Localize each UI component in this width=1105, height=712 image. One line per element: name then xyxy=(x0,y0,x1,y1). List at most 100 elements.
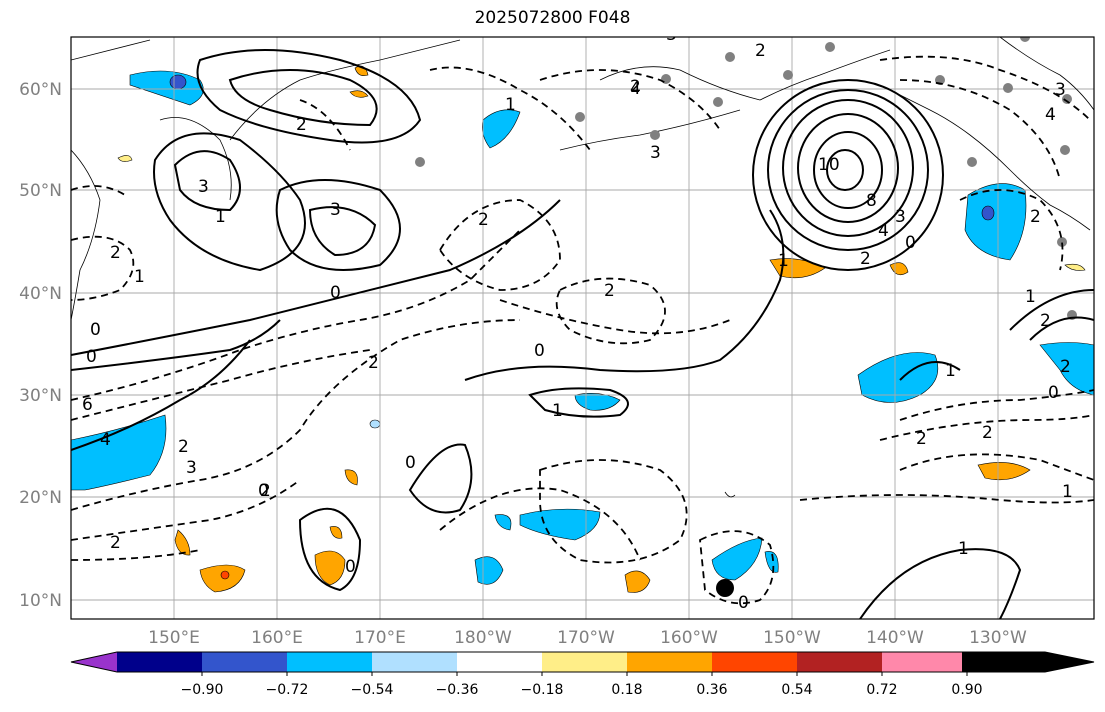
contour-label: 3 xyxy=(198,177,209,197)
contour-label: 3 xyxy=(186,458,197,478)
contour-label: 1 xyxy=(945,361,956,381)
lon-label: 170°W xyxy=(557,628,615,648)
contour-labels: 1 2 2 3 3 2 1 0 0 0 3 6 4 2 2 3 2 1 2 2 … xyxy=(82,25,1073,613)
contour-label: 0 xyxy=(90,320,101,340)
contour-label: 1 xyxy=(1025,287,1036,307)
colorbar-segment xyxy=(797,652,882,672)
contour-label: 4 xyxy=(100,430,111,450)
contour-label: 2 xyxy=(110,533,121,553)
colorbar-segment xyxy=(882,652,962,672)
contour-label: 0 xyxy=(258,481,269,501)
contour-label: 0 xyxy=(345,557,356,577)
lon-label: 170°E xyxy=(354,628,406,648)
lon-label: 160°E xyxy=(251,628,303,648)
lat-label: 60°N xyxy=(19,80,62,100)
colorbar-tick-label: 0.18 xyxy=(611,682,642,698)
colorbar-tick-label: 0.54 xyxy=(781,682,812,698)
contour-label: 2 xyxy=(982,423,993,443)
lat-label: 40°N xyxy=(19,284,62,304)
contour-label: 2 xyxy=(1040,311,1051,331)
contour-label: 3 xyxy=(330,200,341,220)
colorbar-segment xyxy=(712,652,797,672)
contour-label: 8 xyxy=(866,191,877,211)
contour-label: 2 xyxy=(296,115,307,135)
contour-label: 1 xyxy=(1062,482,1073,502)
colorbar-segment xyxy=(287,652,372,672)
contour-label: 2 xyxy=(630,77,641,97)
colorbar-segment xyxy=(542,652,627,672)
colorbar-tick-label: −0.72 xyxy=(266,682,309,698)
map-title: 2025072800 F048 xyxy=(474,8,631,28)
contour-label: 1 xyxy=(778,251,789,271)
contour-label: 3 xyxy=(895,207,906,227)
contour-label: 2 xyxy=(178,437,189,457)
contour-label: 0 xyxy=(330,283,341,303)
contour-label: 2 xyxy=(368,353,379,373)
dashed-contours xyxy=(71,55,1094,605)
contour-label: 1 xyxy=(552,401,563,421)
lat-label: 30°N xyxy=(19,386,62,406)
graticule xyxy=(71,37,1094,619)
lon-label: 140°W xyxy=(866,628,924,648)
colorbar-tick-label: −0.90 xyxy=(181,682,224,698)
latitude-labels: 60°N 50°N 40°N 30°N 20°N 10°N xyxy=(19,80,62,611)
colorbar-segment xyxy=(372,652,457,672)
contour-label: 1 xyxy=(215,207,226,227)
contour-label: 2 xyxy=(755,41,766,61)
contour-label: 2 xyxy=(1030,207,1041,227)
contour-label: 2 xyxy=(916,429,927,449)
contour-label: 1 xyxy=(505,95,516,115)
lon-label: 150°E xyxy=(148,628,200,648)
contour-label: 4 xyxy=(878,221,889,241)
contour-label: 3 xyxy=(666,25,677,45)
lon-label: 180°W xyxy=(454,628,512,648)
contour-label: 0 xyxy=(534,341,545,361)
contour-label: 10 xyxy=(818,155,840,175)
contour-label: 0 xyxy=(1048,383,1059,403)
shaded-fields xyxy=(71,65,1094,593)
colorbar-tick-label: −0.36 xyxy=(436,682,479,698)
colorbar-segment xyxy=(71,652,117,672)
contour-label: 2 xyxy=(110,243,121,263)
station-markers xyxy=(415,37,1077,320)
colorbar-segment xyxy=(202,652,287,672)
lat-label: 20°N xyxy=(19,488,62,508)
contour-label: 3 xyxy=(1055,80,1066,100)
colorbar: −0.90 −0.72 −0.54 −0.36 −0.18 0.18 0.36 … xyxy=(70,651,1095,698)
coastlines xyxy=(71,37,1094,498)
colorbar-segment xyxy=(962,652,1094,672)
lon-label: 160°W xyxy=(660,628,718,648)
longitude-labels: 150°E 160°E 170°E 180°W 170°W 160°W 150°… xyxy=(148,628,1027,648)
colorbar-tick-label: 0.36 xyxy=(696,682,727,698)
colorbar-tick-label: 0.90 xyxy=(951,682,982,698)
colorbar-segment xyxy=(627,652,712,672)
contour-label: 0 xyxy=(86,347,97,367)
contour-label: 1 xyxy=(134,267,145,287)
contour-label: 1 xyxy=(958,539,969,559)
contour-label: 4 xyxy=(630,79,641,99)
map-plot-area: 1 2 2 3 3 2 1 0 0 0 3 6 4 2 2 3 2 1 2 2 … xyxy=(71,25,1094,619)
contour-label: 0 xyxy=(905,233,916,253)
colorbar-tick-label: 0.72 xyxy=(866,682,897,698)
contour-label: 2 xyxy=(478,210,489,230)
contour-label: 2 xyxy=(1060,357,1071,377)
lat-label: 10°N xyxy=(19,591,62,611)
contour-label: 3 xyxy=(650,143,661,163)
colorbar-segment xyxy=(117,652,202,672)
contour-label: 2 xyxy=(604,281,615,301)
contour-label: 2 xyxy=(260,481,271,501)
contour-label: 4 xyxy=(1045,105,1056,125)
colorbar-tick-label: −0.54 xyxy=(351,682,394,698)
colorbar-segment xyxy=(457,652,542,672)
colorbar-tick-label: −0.18 xyxy=(521,682,564,698)
map-frame xyxy=(70,36,1095,620)
lon-label: 150°W xyxy=(763,628,821,648)
solid-contours xyxy=(71,49,1094,619)
black-marker xyxy=(716,579,734,597)
contour-label: 2 xyxy=(860,249,871,269)
lon-label: 130°W xyxy=(969,628,1027,648)
lat-label: 50°N xyxy=(19,181,62,201)
contour-label: 0 xyxy=(738,593,749,613)
contour-label: 6 xyxy=(82,395,93,415)
